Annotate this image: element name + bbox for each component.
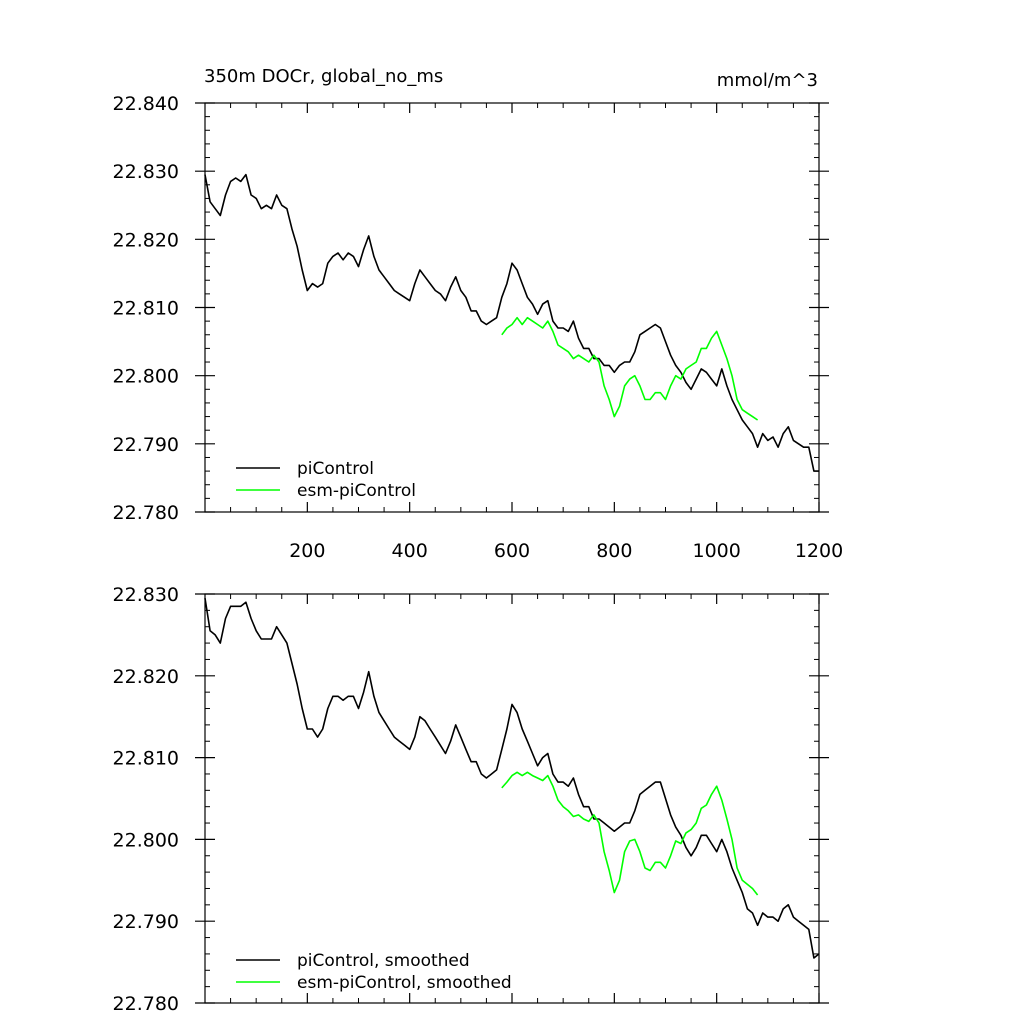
y-tick-label: 22.790 [113,911,179,933]
legend-label: piControl [297,459,374,479]
y-tick-label: 22.800 [113,829,179,851]
y-tick-label: 22.830 [113,584,179,606]
series-line-esm-picontrol-smoothed [501,771,759,896]
x-tick-label: 400 [392,540,428,562]
legend-label: esm-piControl, smoothed [297,973,512,993]
y-tick-label: 22.820 [113,229,179,251]
x-tick-label: 1000 [692,540,740,562]
x-tick-label: 1200 [795,540,843,562]
top-plot-area: 200 400 600 800 1000 1200 22.780 22.790 22.800 22… [113,93,844,562]
y-tick-label: 22.810 [113,748,179,770]
x-tick-label: 800 [596,540,632,562]
series-line-picontrol-smoothed [204,597,820,959]
legend-label: piControl, smoothed [297,951,470,971]
series-line-esm-picontrol [501,316,759,421]
series-line-picontrol [204,173,819,472]
y-tick-label: 22.790 [113,434,179,456]
top-panel: 350m DOCr, global_no_ms mmol/m^3 200 400 6… [113,66,844,562]
y-tick-label: 22.780 [113,993,179,1015]
legend-label: esm-piControl [297,481,416,501]
y-tick-label: 22.800 [113,366,179,388]
bottom-plot-frame [204,593,820,1004]
y-tick-label: 22.830 [113,161,179,183]
top-plot-frame [204,102,820,513]
x-tick-label: 200 [289,540,325,562]
units-label: mmol/m^3 [717,70,818,91]
y-tick-label: 22.780 [113,502,179,524]
bottom-plot-area: 22.780 22.790 22.800 22.810 22.820 22.830 piCo… [113,584,829,1015]
y-tick-label: 22.810 [113,298,179,320]
chart-title: 350m DOCr, global_no_ms [204,66,443,87]
x-tick-label: 600 [494,540,530,562]
y-tick-label: 22.840 [113,93,179,115]
bottom-panel: 22.780 22.790 22.800 22.810 22.820 22.830 piCo… [113,584,829,1015]
y-tick-label: 22.820 [113,666,179,688]
